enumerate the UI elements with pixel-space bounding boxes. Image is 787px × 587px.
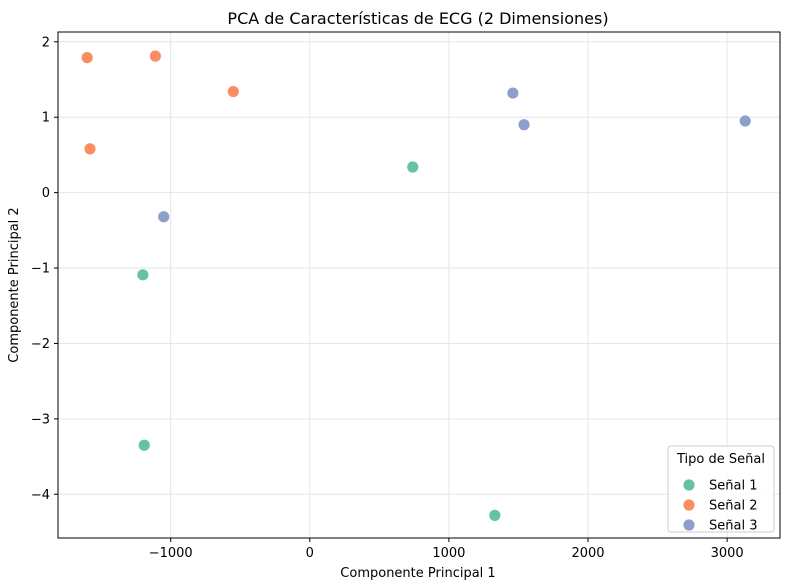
- legend-label-3: Señal 3: [709, 519, 757, 534]
- data-point-1-4: [488, 508, 502, 522]
- legend-marker-3: [682, 518, 696, 532]
- legend-label-2: Señal 2: [709, 499, 757, 514]
- y-tick-label: −3: [31, 412, 50, 427]
- x-tick-label: 0: [306, 546, 314, 561]
- x-tick-label: −1000: [149, 546, 193, 561]
- data-point-1-1: [406, 160, 420, 174]
- y-tick-label: 2: [42, 35, 50, 50]
- legend-box: [667, 445, 775, 533]
- data-point-2-1: [80, 51, 94, 65]
- x-axis-ticks: −1000 0 1000 2000 3000: [149, 538, 744, 561]
- y-tick-label: −2: [31, 337, 50, 352]
- y-tick-label: −1: [31, 262, 50, 277]
- data-point-2-3: [226, 85, 240, 98]
- legend-marker-1: [682, 478, 696, 492]
- data-point-3-1: [506, 86, 520, 100]
- legend-marker-2: [682, 498, 696, 512]
- x-tick-label: 3000: [711, 546, 744, 561]
- plot-frame: [57, 31, 781, 539]
- data-point-1-3: [137, 438, 151, 452]
- data-point-1-2: [136, 268, 150, 282]
- legend: Tipo de Señal Señal 1 Señal 2 Señal 3: [667, 445, 775, 534]
- y-tick-label: 0: [42, 186, 50, 201]
- data-point-2-4: [83, 142, 97, 156]
- data-points: [80, 49, 752, 522]
- chart-title: PCA de Características de ECG (2 Dimensi…: [227, 9, 608, 28]
- x-axis-label: Componente Principal 1: [340, 566, 495, 581]
- x-tick-label: 2000: [571, 546, 604, 561]
- data-point-2-2: [148, 49, 162, 63]
- data-point-3-4: [157, 210, 171, 224]
- y-tick-label: 1: [42, 111, 50, 126]
- y-tick-label: −4: [31, 488, 50, 503]
- data-point-3-2: [517, 118, 531, 132]
- grid-lines: [58, 32, 780, 538]
- legend-label-1: Señal 1: [709, 479, 757, 494]
- x-tick-label: 1000: [432, 546, 465, 561]
- legend-title: Tipo de Señal: [676, 452, 765, 467]
- y-axis-label: Componente Principal 2: [7, 207, 22, 362]
- data-point-3-3: [738, 114, 752, 128]
- y-axis-ticks: −4 −3 −2 −1 0 1 2: [31, 35, 58, 503]
